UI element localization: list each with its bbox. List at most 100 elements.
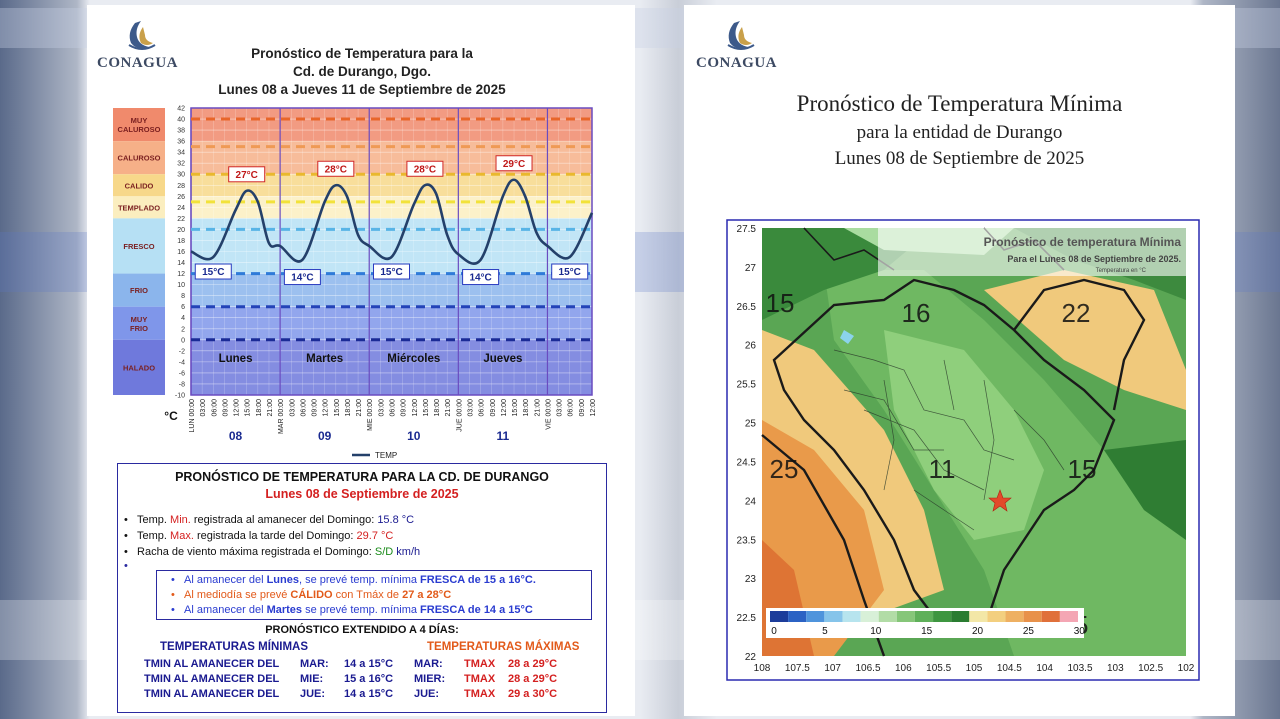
colorbar-swatch <box>1041 611 1060 622</box>
extended-row-day: JUE: <box>300 688 326 700</box>
forecast-row-3: • Al amanecer del Martes se prevé temp. … <box>171 604 533 616</box>
observed-min-value: 15.8 °C <box>377 514 415 526</box>
category-band <box>113 108 165 142</box>
summary-title: PRONÓSTICO DE TEMPERATURA PARA LA CD. DE… <box>175 470 549 484</box>
x-tick-label: 18:00 <box>434 399 441 417</box>
y-tick-label: 36 <box>177 139 185 146</box>
latitude-tick-label: 27 <box>745 263 757 274</box>
longitude-tick-label: 107.5 <box>785 663 810 674</box>
temperature-series-line <box>190 178 594 265</box>
category-band <box>113 306 165 340</box>
forecast-row-1-text: Al amanecer del <box>184 574 267 586</box>
min-temp-label: 15°C <box>559 267 581 278</box>
y-tick-label: 38 <box>177 128 185 135</box>
max-temp-label: 27°C <box>236 170 258 181</box>
x-tick-label: 03:00 <box>557 399 564 417</box>
durango-state-border <box>772 278 1116 632</box>
y-tick-label: 16 <box>177 249 185 256</box>
temperature-line-chart: MUYCALUROSOCALUROSOCALIDOTEMPLADOFRESCOF… <box>113 106 597 460</box>
bullet-marker: • <box>124 560 128 572</box>
y-tick-label: 0 <box>181 337 185 344</box>
category-label: CALUROSO <box>118 154 161 163</box>
map-unit: Temperatura en °C <box>1096 268 1147 274</box>
min-temp-label: 14°C <box>291 273 313 284</box>
forecast-box: • Al amanecer del Lunes, se prevé temp. … <box>156 570 592 620</box>
minimum-temperature-map: 151622251115282115Pronóstico de temperat… <box>726 219 1200 681</box>
forecast-row-3-value: FRESCA de 14 a 15°C <box>420 604 533 616</box>
x-tick-label: 06:00 <box>390 399 397 417</box>
extended-row-day-max: MAR: <box>414 658 443 670</box>
x-tick-label: 09:00 <box>579 399 586 417</box>
y-axis-label: °C <box>164 409 178 423</box>
category-band <box>113 339 165 395</box>
x-tick-label: 03:00 <box>467 399 474 417</box>
forecast-title-line-3: Lunes 08 a Jueves 11 de Septiembre de 20… <box>218 82 506 97</box>
colorbar-swatch <box>770 611 789 622</box>
x-tick-label: 15:00 <box>512 399 519 417</box>
plot-band <box>191 108 592 142</box>
y-tick-label: 10 <box>177 282 185 289</box>
y-tick-label: -4 <box>179 359 185 366</box>
forecast-row-1-value: FRESCA de 15 a 16°C. <box>420 574 536 586</box>
forecast-row-1-day: Lunes <box>266 574 299 586</box>
contour-label: 25 <box>770 454 799 484</box>
colorbar-swatch <box>806 611 825 622</box>
x-tick-label: 12:00 <box>501 399 508 417</box>
colorbar-swatch <box>896 611 915 622</box>
category-band <box>113 273 165 307</box>
x-tick-label: MAR 00:00 <box>278 399 285 434</box>
day-name-label: Lunes <box>219 353 253 365</box>
observed-max-text: registrada la tarde del Domingo: <box>193 530 357 542</box>
y-tick-label: 24 <box>177 205 185 212</box>
y-tick-label: 34 <box>177 150 185 157</box>
longitude-tick-label: 103 <box>1107 663 1124 674</box>
extended-row-label: TMIN AL AMANECER DEL <box>144 673 280 685</box>
valley-zone <box>884 330 1044 540</box>
durango-city-star-icon <box>988 489 1012 512</box>
y-tick-label: 22 <box>177 216 185 223</box>
min-temp-label: 14°C <box>469 273 491 284</box>
forecast-row-3-day: Martes <box>266 604 303 616</box>
category-band <box>113 196 165 219</box>
x-tick-label: 09:00 <box>401 399 408 417</box>
extended-row-day-max: MIER: <box>414 673 446 685</box>
max-temp-label: 29°C <box>503 159 525 170</box>
contour-label: 22 <box>1062 298 1091 328</box>
forecast-row-1-mid: , se prevé temp. mínima <box>298 574 421 586</box>
min-label-box <box>283 269 321 286</box>
x-tick-label: 15:00 <box>245 399 252 417</box>
observed-min-text: registrada al amanecer del Domingo: <box>190 514 378 526</box>
x-tick-label: JUE 00:00 <box>456 399 463 432</box>
municipal-borders <box>833 349 1065 531</box>
category-band <box>113 218 165 274</box>
day-name-label: Martes <box>306 353 343 365</box>
wind-gust-row: • Racha de viento máxima registrada el D… <box>124 546 421 558</box>
x-tick-label: 03:00 <box>378 399 385 417</box>
x-tick-label: MIE 00:00 <box>367 399 374 431</box>
colorbar-swatch <box>914 611 934 622</box>
max-label-box <box>317 160 355 177</box>
colorbar-tick-label: 5 <box>822 626 828 637</box>
contour-label: 15 <box>766 288 795 318</box>
extended-row-tmax: TMAX <box>464 658 496 670</box>
longitude-tick-label: 102 <box>1178 663 1195 674</box>
x-tick-label: 18:00 <box>256 399 263 417</box>
colorbar-swatch <box>824 611 843 622</box>
colorbar-tick-label: 15 <box>921 626 933 637</box>
day-date-label: 09 <box>318 429 332 443</box>
map-title-box <box>878 228 1186 276</box>
longitude-tick-label: 105.5 <box>926 663 951 674</box>
category-label: MUY <box>131 116 148 125</box>
y-tick-label: 14 <box>177 260 185 267</box>
category-label: CALIDO <box>125 181 154 190</box>
x-tick-label: 03:00 <box>289 399 296 417</box>
latitude-tick-label: 26 <box>745 341 757 352</box>
y-tick-label: 12 <box>177 271 185 278</box>
x-tick-label: 12:00 <box>323 399 330 417</box>
extended-row-day-max: JUE: <box>414 688 440 700</box>
forecast-row-2-mid: con Tmáx de <box>332 589 403 601</box>
cold-spot <box>840 330 854 344</box>
latitude-tick-label: 22.5 <box>737 613 757 624</box>
conagua-logo: CONAGUA <box>696 15 791 75</box>
x-tick-label: LUN 00:00 <box>189 399 196 433</box>
